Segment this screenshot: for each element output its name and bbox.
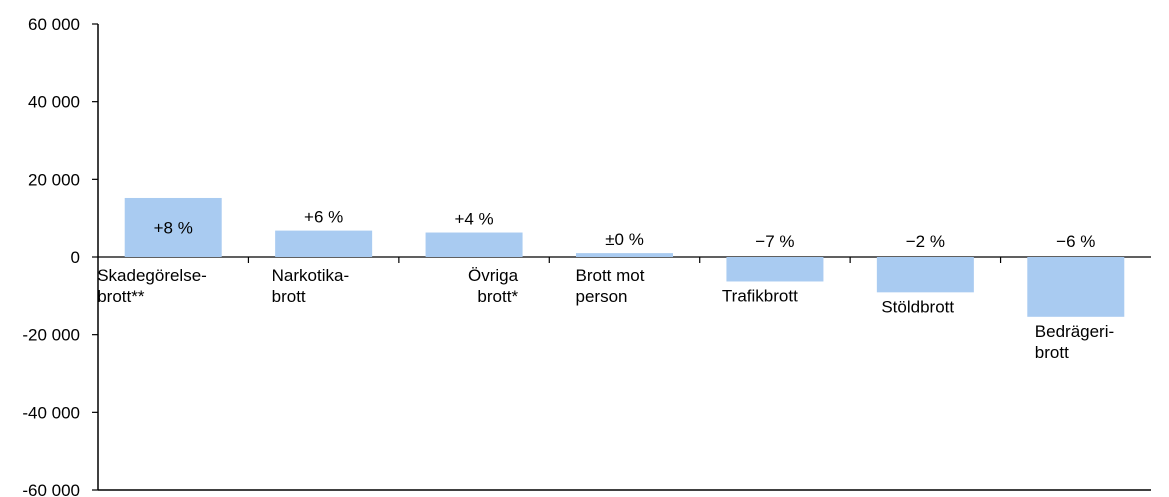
y-tick-label: 20 000 (28, 170, 80, 189)
category-label: brott* (477, 287, 518, 306)
category-label: Trafikbrott (722, 286, 798, 305)
bar (876, 257, 974, 293)
bar (425, 232, 523, 257)
y-tick-label: 40 000 (28, 93, 80, 112)
category-label: Brott mot (576, 266, 645, 285)
category-label: brott (1035, 343, 1069, 362)
category-label: person (576, 287, 628, 306)
data-label: +8 % (154, 218, 193, 237)
data-label: −2 % (906, 232, 945, 251)
labels: +8 % Skadegörelse-brott** +6 % Narkotika-br… (97, 208, 1114, 362)
bar (576, 253, 673, 257)
category-label: brott (272, 287, 306, 306)
category-label: Bedrägeri- (1035, 322, 1114, 341)
axes: -60 000 -40 000 -20 000 0 20 000 40 000 60 000 (22, 15, 1151, 497)
bars (124, 197, 1125, 317)
category-label: Stöldbrott (881, 297, 954, 316)
category-label: brott** (97, 287, 145, 306)
y-tick-label: -60 000 (22, 481, 80, 497)
bar (124, 197, 222, 257)
bar (275, 230, 373, 257)
y-tick-label: 60 000 (28, 15, 80, 34)
y-tick-label: 0 (71, 248, 80, 267)
data-label: −6 % (1056, 232, 1095, 251)
bar (1027, 257, 1125, 317)
y-tick-label: -40 000 (22, 403, 80, 422)
bar (726, 257, 824, 282)
category-label: Övriga (468, 266, 519, 285)
data-label: +6 % (304, 208, 343, 227)
data-label: −7 % (755, 232, 794, 251)
category-label: Skadegörelse- (97, 266, 207, 285)
category-label: Narkotika- (272, 266, 349, 285)
data-label: +4 % (454, 210, 493, 229)
data-label: ±0 % (605, 230, 644, 249)
y-tick-label: -20 000 (22, 326, 80, 345)
